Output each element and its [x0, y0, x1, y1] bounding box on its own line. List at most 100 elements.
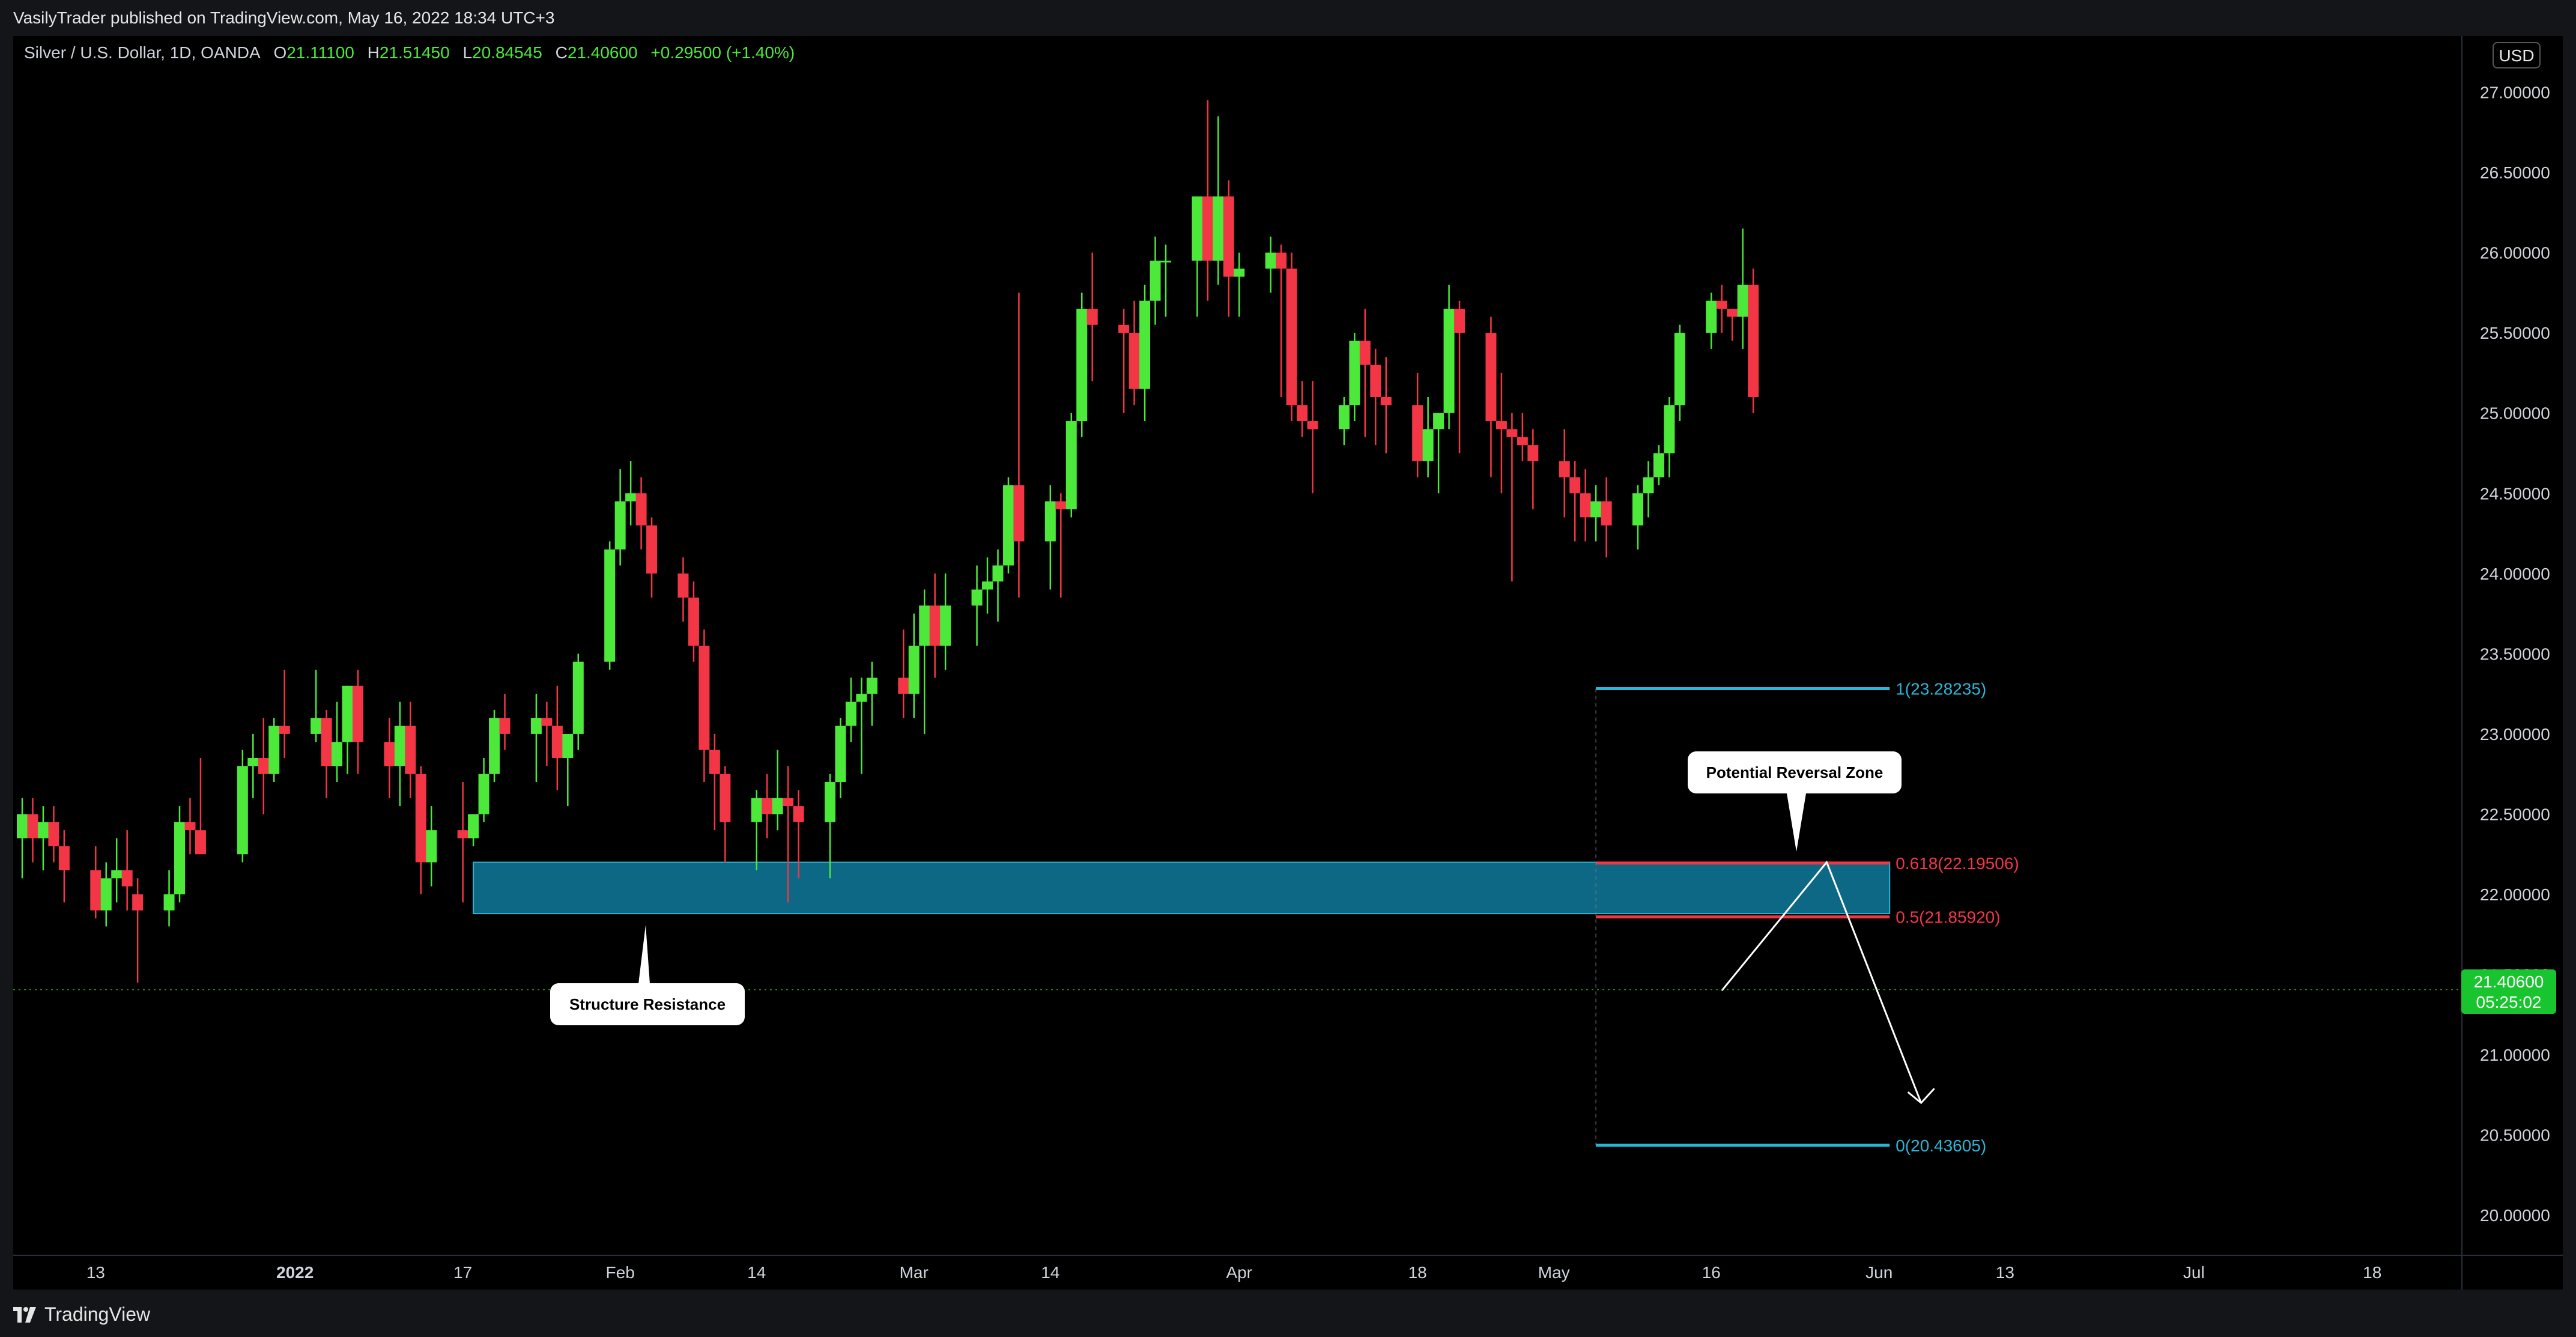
candle-body[interactable]	[992, 565, 1004, 582]
candle-body[interactable]	[1412, 405, 1423, 461]
candle-body[interactable]	[866, 678, 877, 694]
candle-body[interactable]	[1569, 477, 1581, 494]
candle-body[interactable]	[1527, 445, 1539, 461]
candle-body[interactable]	[762, 798, 773, 814]
candle-body[interactable]	[332, 742, 343, 766]
candle-body[interactable]	[898, 678, 909, 694]
candle-body[interactable]	[405, 726, 416, 774]
candle-body[interactable]	[1076, 309, 1088, 422]
potential-reversal-zone-callout[interactable]: Potential Reversal Zone	[1688, 751, 1902, 793]
candle-body[interactable]	[709, 750, 720, 774]
candle-body[interactable]	[541, 718, 553, 726]
candle-body[interactable]	[1559, 461, 1570, 478]
candle-body[interactable]	[1485, 333, 1497, 422]
candle-body[interactable]	[1370, 365, 1381, 397]
candle-body[interactable]	[646, 525, 658, 574]
candle-body[interactable]	[635, 493, 647, 526]
candle-body[interactable]	[237, 766, 248, 855]
candle-body[interactable]	[1044, 501, 1056, 542]
candle-body[interactable]	[1674, 333, 1685, 405]
candle-body[interactable]	[940, 605, 951, 646]
candle-body[interactable]	[321, 718, 332, 766]
candle-body[interactable]	[1213, 196, 1224, 261]
candle-body[interactable]	[1234, 268, 1245, 277]
candle-body[interactable]	[27, 814, 38, 838]
candle-body[interactable]	[835, 726, 846, 783]
candle-body[interactable]	[100, 878, 112, 911]
price-chart[interactable]: 27.00000 26.50000 26.00000 25.50000 25.00000…	[13, 36, 2563, 1290]
candle-body[interactable]	[384, 742, 395, 766]
candle-body[interactable]	[1506, 429, 1518, 437]
candle-body[interactable]	[1160, 260, 1171, 262]
candle-body[interactable]	[1118, 324, 1130, 333]
candle-body[interactable]	[1338, 405, 1350, 429]
projection-path[interactable]	[1721, 860, 1923, 1103]
candle-body[interactable]	[1590, 501, 1602, 518]
candle-body[interactable]	[121, 870, 133, 887]
candle-body[interactable]	[184, 822, 196, 831]
candle-body[interactable]	[1716, 300, 1727, 309]
candle-body[interactable]	[1748, 285, 1759, 397]
candle-body[interactable]	[426, 830, 437, 863]
candle-body[interactable]	[1653, 453, 1664, 478]
candle-body[interactable]	[1454, 309, 1465, 333]
candle-body[interactable]	[268, 726, 280, 774]
candle-body[interactable]	[530, 718, 542, 734]
candle-body[interactable]	[499, 718, 511, 734]
candle-body[interactable]	[677, 573, 689, 598]
candle-body[interactable]	[163, 894, 175, 911]
candle-body[interactable]	[279, 726, 290, 734]
candle-body[interactable]	[111, 870, 123, 879]
candle-body[interactable]	[1349, 341, 1360, 405]
candle-body[interactable]	[1055, 501, 1067, 509]
candle-body[interactable]	[929, 605, 941, 646]
candle-body[interactable]	[1580, 493, 1591, 518]
candle-body[interactable]	[982, 581, 993, 590]
candle-body[interactable]	[1223, 196, 1234, 277]
tradingview-logo-icon[interactable]	[12, 1302, 38, 1326]
candle-body[interactable]	[562, 733, 574, 758]
candle-body[interactable]	[90, 870, 102, 911]
candle-body[interactable]	[48, 822, 59, 846]
candle-body[interactable]	[720, 774, 731, 822]
structure-resistance-zone[interactable]	[473, 861, 1891, 915]
candle-body[interactable]	[37, 822, 49, 838]
candle-body[interactable]	[195, 830, 206, 855]
candle-body[interactable]	[247, 757, 259, 766]
candle-body[interactable]	[174, 822, 186, 895]
candle-body[interactable]	[971, 589, 983, 606]
candle-body[interactable]	[1737, 285, 1748, 317]
candle-body[interactable]	[1202, 196, 1213, 261]
candle-body[interactable]	[1643, 477, 1654, 494]
candle-body[interactable]	[751, 798, 762, 822]
candle-body[interactable]	[1727, 309, 1738, 317]
candle-body[interactable]	[1065, 421, 1077, 509]
candle-body[interactable]	[58, 846, 70, 870]
candle-body[interactable]	[1496, 421, 1507, 429]
candle-body[interactable]	[625, 493, 637, 502]
candle-body[interactable]	[352, 685, 363, 742]
candle-body[interactable]	[551, 726, 563, 758]
candle-body[interactable]	[1422, 429, 1434, 461]
candle-body[interactable]	[1517, 437, 1528, 446]
candle-body[interactable]	[793, 806, 804, 822]
candle-body[interactable]	[1433, 413, 1444, 429]
candle-body[interactable]	[457, 830, 468, 838]
candle-body[interactable]	[772, 798, 783, 814]
candle-body[interactable]	[1443, 309, 1455, 413]
candle-body[interactable]	[1632, 493, 1643, 526]
candle-body[interactable]	[1276, 252, 1287, 269]
candle-body[interactable]	[1013, 485, 1025, 542]
candle-body[interactable]	[856, 694, 867, 702]
candle-body[interactable]	[17, 814, 28, 838]
candle-body[interactable]	[468, 814, 479, 838]
chart-panel[interactable]: 27.00000 26.50000 26.00000 25.50000 25.00000…	[13, 36, 2563, 1290]
candle-body[interactable]	[919, 605, 930, 646]
structure-resistance-callout[interactable]: Structure Resistance	[550, 983, 745, 1025]
candle-body[interactable]	[688, 597, 699, 646]
candle-body[interactable]	[394, 726, 405, 766]
candle-body[interactable]	[845, 702, 856, 726]
candle-body[interactable]	[614, 501, 626, 550]
candle-body[interactable]	[415, 774, 426, 863]
candle-body[interactable]	[1265, 252, 1276, 269]
